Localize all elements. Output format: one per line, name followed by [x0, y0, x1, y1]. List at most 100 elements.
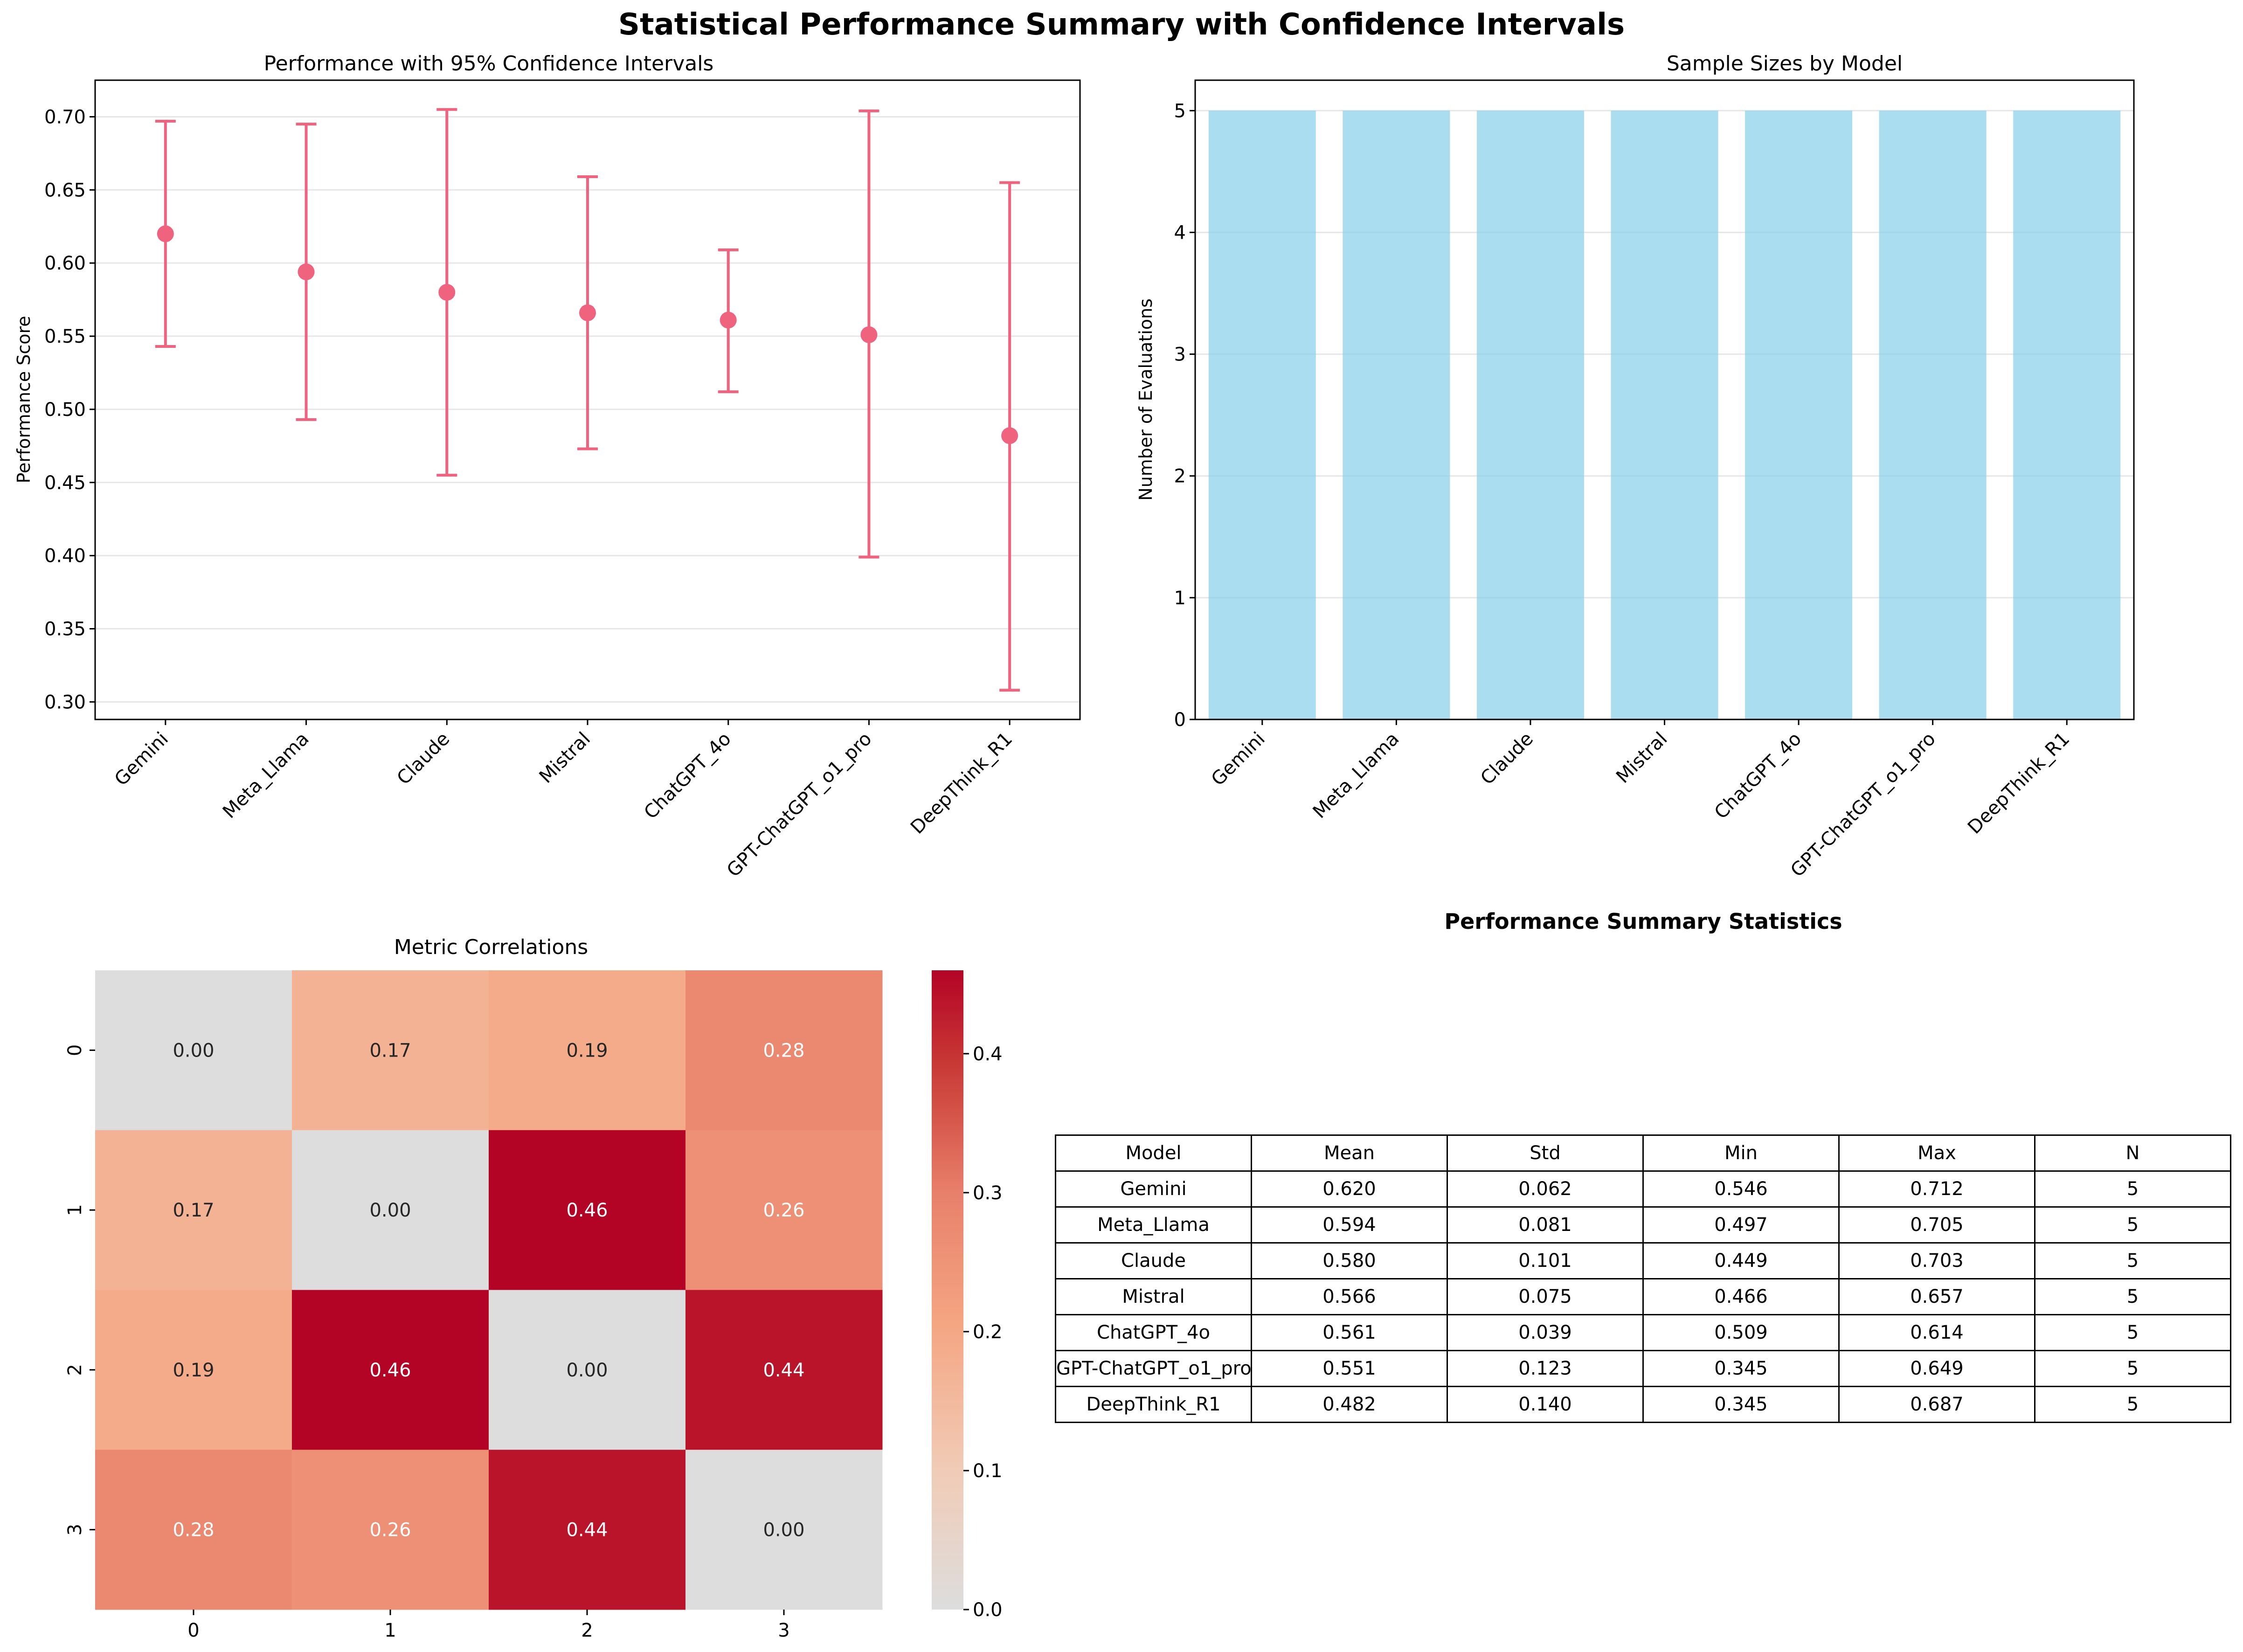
table-row: GPT-ChatGPT_o1_pro 0.551 0.123 0.345 0.649 5	[1055, 1350, 2231, 1387]
ci-x-ticks: Gemini Meta_Llama Claude Mistral ChatGPT_4oG…	[111, 719, 1017, 881]
heatmap-cell	[292, 970, 489, 1131]
ci-x-tick-label: Meta_Llama	[219, 728, 313, 823]
ci-errorbar-panel: Performance with 95% Confidence Interval…	[14, 52, 1081, 881]
table-header-cell: Model	[1055, 1134, 1252, 1172]
heatmap-x-tick-label: 3	[778, 1620, 789, 1641]
ci-mean-point	[298, 263, 315, 280]
colorbar-tick-label: 0.2	[973, 1321, 1003, 1343]
heatmap-cell-label: 0.26	[763, 1200, 804, 1221]
ci-x-tick-label: Claude	[393, 728, 454, 789]
colorbar-tick-label: 0.1	[973, 1460, 1003, 1482]
table-header-cell: Mean	[1251, 1134, 1448, 1172]
colorbar-tick-label: 0.0	[973, 1599, 1003, 1621]
ci-x-tick-label: ChatGPT_4o	[640, 728, 735, 823]
table-cell: 0.551	[1251, 1350, 1448, 1387]
heatmap-x-tick-label: 1	[384, 1620, 396, 1641]
table-cell: 0.580	[1251, 1242, 1448, 1279]
bar-marks	[1208, 111, 2121, 719]
ci-y-tick-label: 0.45	[44, 472, 86, 494]
bar-y-tick-label: 4	[1174, 222, 1186, 243]
heatmap-cell	[489, 970, 686, 1131]
ci-x-tick-label: DeepThink_R1	[907, 728, 1017, 838]
heatmap-cell-label: 0.28	[173, 1520, 214, 1541]
bar-y-tick-label: 3	[1174, 344, 1186, 366]
table-cell: 0.345	[1642, 1386, 1840, 1423]
table-cell: 0.101	[1447, 1242, 1644, 1279]
table-cell: 0.566	[1251, 1278, 1448, 1315]
bar-y-tick-label: 2	[1174, 466, 1186, 487]
ci-mean-point	[157, 225, 174, 242]
heatmap-title: Metric Correlations	[394, 935, 588, 959]
heatmap-y-tick-label: 3	[64, 1524, 86, 1535]
table-cell: 0.140	[1447, 1386, 1644, 1423]
ci-mean-point	[860, 326, 878, 343]
heatmap-cell-label: 0.17	[173, 1200, 214, 1221]
heatmap-cell-label: 0.44	[566, 1520, 608, 1541]
table-cell: 5	[2034, 1206, 2231, 1244]
ci-y-tick-label: 0.35	[44, 618, 86, 640]
heatmap-cell	[685, 970, 883, 1131]
ci-mean-point	[720, 311, 737, 329]
heatmap-y-tick-label: 1	[64, 1204, 86, 1216]
table-cell: 0.497	[1642, 1206, 1840, 1244]
sample-size-bar	[2013, 111, 2121, 719]
bar-x-tick-label: ChatGPT_4o	[1710, 728, 1806, 823]
table-cell: 0.509	[1642, 1314, 1840, 1351]
table-row: Mistral 0.566 0.075 0.466 0.657 5	[1055, 1278, 2231, 1315]
table-header-row: Model Mean Std Min Max N	[1055, 1134, 2231, 1172]
bar-x-tick-label: Mistral	[1612, 728, 1671, 788]
table-cell: 0.657	[1838, 1278, 2035, 1315]
table-cell: Claude	[1055, 1242, 1252, 1279]
heatmap-cell-label: 0.44	[763, 1360, 804, 1381]
bar-y-tick-label: 0	[1174, 709, 1186, 731]
table-cell: 0.546	[1642, 1170, 1840, 1208]
figure-title: Statistical Performance Summary with Con…	[618, 7, 1625, 42]
table-cell: 5	[2034, 1242, 2231, 1279]
bar-chart-title: Sample Sizes by Model	[1667, 52, 1903, 76]
table-cell: 0.620	[1251, 1170, 1448, 1208]
table-row: Claude 0.580 0.101 0.449 0.703 5	[1055, 1242, 2231, 1279]
table-cell: 0.561	[1251, 1314, 1448, 1351]
ci-mean-point	[1001, 427, 1018, 444]
table-cell: 0.466	[1642, 1278, 1840, 1315]
heatmap-cell-label: 0.00	[369, 1200, 411, 1221]
ci-y-tick-label: 0.30	[44, 691, 86, 713]
bar-x-ticks: Gemini Meta_Llama Claude Mistral ChatGPT_4oG…	[1207, 719, 2074, 881]
colorbar-ticks: 0.0 0.1 0.2 0.3 0.4	[963, 1044, 1003, 1621]
ci-y-tick-label: 0.65	[44, 180, 86, 201]
heatmap-cell-label: 0.46	[566, 1200, 608, 1221]
heatmap-x-tick-label: 0	[187, 1620, 199, 1641]
heatmap-cell	[292, 1290, 489, 1450]
table-body: Gemini 0.620 0.062 0.546 0.712 5 Meta_Llama 0.5…	[1055, 1170, 2231, 1423]
table-cell: 0.705	[1838, 1206, 2035, 1244]
heatmap-cell	[685, 1450, 883, 1610]
ci-y-ticks: 0.30 0.35 0.40 0.45 0.50 0.55 0.60 0.65 0.70	[44, 106, 95, 713]
bar-y-tick-label: 5	[1174, 100, 1186, 122]
heatmap-cell-label: 0.00	[763, 1520, 804, 1541]
table-cell: Gemini	[1055, 1170, 1252, 1208]
bar-y-ticks: 0 1 2 3 4 5	[1174, 100, 1195, 731]
colorbar	[932, 970, 963, 1610]
heatmap-cell-label: 0.00	[173, 1040, 214, 1061]
ci-x-tick-label: Gemini	[111, 728, 173, 790]
bar-plot-frame	[1194, 79, 2135, 720]
ci-mean-point	[438, 283, 456, 301]
table-cell: 0.687	[1838, 1386, 2035, 1423]
ci-mean-point	[579, 304, 596, 321]
table-cell: Meta_Llama	[1055, 1206, 1252, 1244]
heatmap-cell-label: 0.26	[369, 1520, 411, 1541]
heatmap-x-tick-label: 2	[581, 1620, 593, 1641]
ci-y-tick-label: 0.50	[44, 399, 86, 421]
heatmap-cell-label: 0.19	[173, 1360, 214, 1381]
table-header-cell: N	[2034, 1134, 2231, 1172]
ci-x-tick-label: Mistral	[535, 728, 595, 788]
table-cell: GPT-ChatGPT_o1_pro	[1055, 1350, 1252, 1387]
table-cell: 5	[2034, 1314, 2231, 1351]
table-cell: 0.712	[1838, 1170, 2035, 1208]
table-cell: 0.482	[1251, 1386, 1448, 1423]
table-cell: DeepThink_R1	[1055, 1386, 1252, 1423]
table-cell: 0.345	[1642, 1350, 1840, 1387]
sample-size-bar	[1611, 111, 1718, 719]
ci-x-tick-label: GPT-ChatGPT_o1_pro	[723, 728, 876, 882]
